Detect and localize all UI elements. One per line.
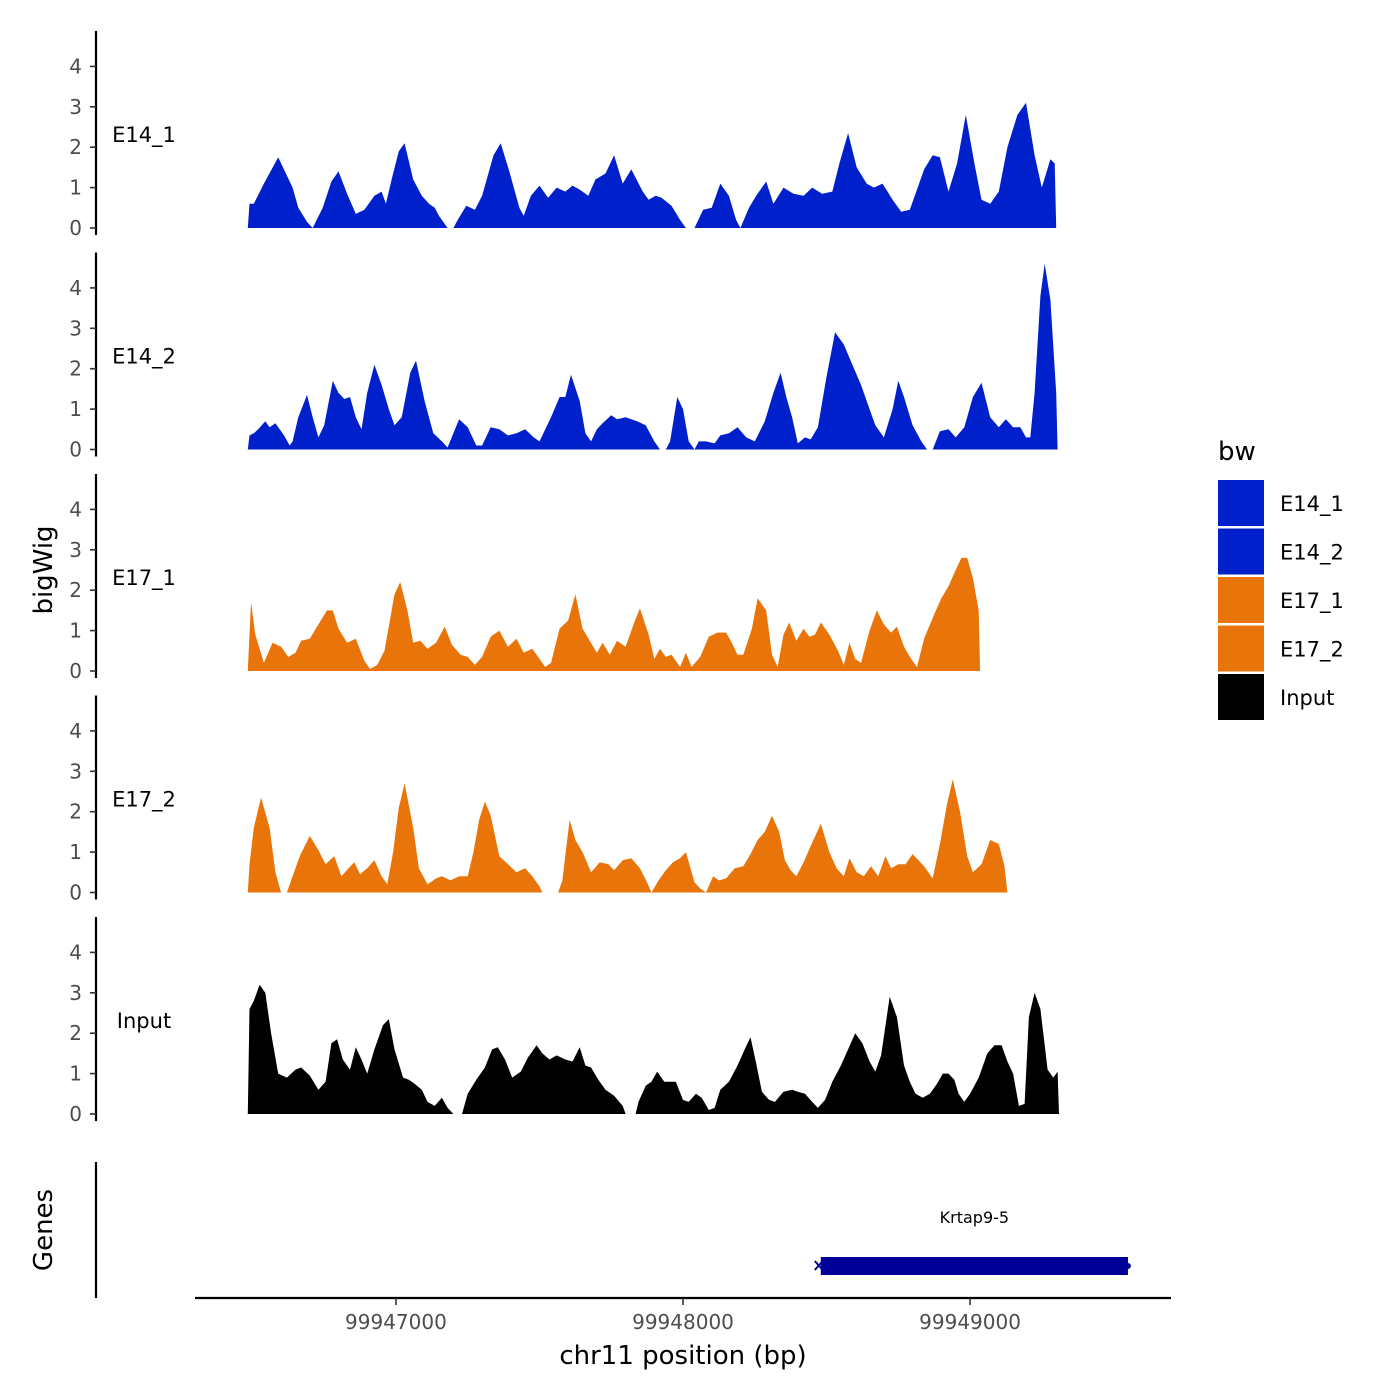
y-tick-label: 3 xyxy=(69,316,82,340)
y-tick-label: 2 xyxy=(69,1021,82,1045)
y-tick-label: 0 xyxy=(69,216,82,240)
legend-label: E14_1 xyxy=(1280,492,1344,517)
signal-area-e14-2 xyxy=(247,263,1058,450)
track-panel-e17-1: 0 1 2 3 4 E17_1 xyxy=(69,474,981,683)
track-label-e14-2: E14_2 xyxy=(112,345,176,370)
legend-label: E17_2 xyxy=(1280,638,1344,663)
gene-label: Krtap9-5 xyxy=(940,1208,1009,1227)
x-axis-title: chr11 position (bp) xyxy=(559,1341,806,1371)
tracks-layer: 0 1 2 3 4 E14_1 0 1 2 3 4 E14_2 0 1 2 3 4 E17_1 0 1 2 3 4 E17_2… xyxy=(69,31,1060,1126)
track-label-e17-2: E17_2 xyxy=(112,788,176,813)
genes-axis-title: Genes xyxy=(29,1189,59,1271)
signal-area-input xyxy=(247,984,1060,1114)
legend-title: bw xyxy=(1218,437,1256,467)
track-panel-e14-2: 0 1 2 3 4 E14_2 xyxy=(69,252,1058,462)
legend-swatch xyxy=(1218,625,1264,672)
legend: bw E14_1 E14_2 E17_1 E17_2 Input xyxy=(1218,437,1344,720)
genes-panel: Genes Krtap9-5 xyxy=(29,1162,1131,1298)
y-tick-label: 4 xyxy=(69,497,82,521)
y-tick-label: 3 xyxy=(69,981,82,1005)
y-tick-label: 3 xyxy=(69,538,82,562)
y-tick-label: 0 xyxy=(69,1102,82,1126)
x-tick-label: 99949000 xyxy=(919,1310,1021,1334)
gene-body xyxy=(820,1257,1128,1275)
y-tick-label: 2 xyxy=(69,135,82,159)
track-panel-e14-1: 0 1 2 3 4 E14_1 xyxy=(69,31,1057,240)
legend-items: E14_1 E14_2 E17_1 E17_2 Input xyxy=(1218,480,1344,720)
signal-area-e17-2 xyxy=(247,779,1008,893)
y-tick-label: 1 xyxy=(69,397,82,421)
y-tick-label: 4 xyxy=(69,940,82,964)
legend-swatch xyxy=(1218,674,1264,720)
legend-label: E14_2 xyxy=(1280,541,1344,566)
gene-end-marker xyxy=(1124,1263,1131,1269)
y-tick-label: 4 xyxy=(69,54,82,78)
y-tick-label: 1 xyxy=(69,840,82,864)
legend-swatch xyxy=(1218,480,1264,526)
y-tick-label: 2 xyxy=(69,357,82,381)
x-tick-label: 99947000 xyxy=(345,1310,447,1334)
y-tick-label: 3 xyxy=(69,759,82,783)
signal-area-e17-1 xyxy=(247,557,981,671)
y-tick-label: 2 xyxy=(69,800,82,824)
x-ticks: 99947000 99948000 99949000 xyxy=(345,1298,1021,1334)
track-panel-e17-2: 0 1 2 3 4 E17_2 xyxy=(69,695,1008,905)
y-tick-label: 0 xyxy=(69,438,82,462)
y-tick-label: 0 xyxy=(69,881,82,905)
x-tick-label: 99948000 xyxy=(632,1310,734,1334)
legend-swatch xyxy=(1218,577,1264,623)
signal-area-e14-1 xyxy=(247,102,1057,228)
y-tick-label: 2 xyxy=(69,578,82,602)
legend-label: E17_1 xyxy=(1280,589,1344,614)
y-tick-label: 1 xyxy=(69,1062,82,1086)
track-label-input: Input xyxy=(117,1009,171,1033)
y-axis-title: bigWig xyxy=(29,525,59,614)
legend-label: Input xyxy=(1280,686,1334,710)
y-tick-label: 0 xyxy=(69,659,82,683)
x-axis: 99947000 99948000 99949000 chr11 position … xyxy=(195,1296,1171,1371)
track-label-e17-1: E17_1 xyxy=(112,566,176,591)
legend-swatch xyxy=(1218,528,1264,575)
y-tick-label: 4 xyxy=(69,276,82,300)
track-panel-input: 0 1 2 3 4 Input xyxy=(69,917,1060,1126)
y-tick-label: 1 xyxy=(69,619,82,643)
y-tick-label: 1 xyxy=(69,176,82,200)
genes-layer: Krtap9-5 xyxy=(814,1208,1131,1275)
y-tick-label: 4 xyxy=(69,719,82,743)
y-tick-label: 3 xyxy=(69,95,82,119)
track-label-e14-1: E14_1 xyxy=(112,123,176,148)
gene-strand-marker xyxy=(814,1260,824,1271)
